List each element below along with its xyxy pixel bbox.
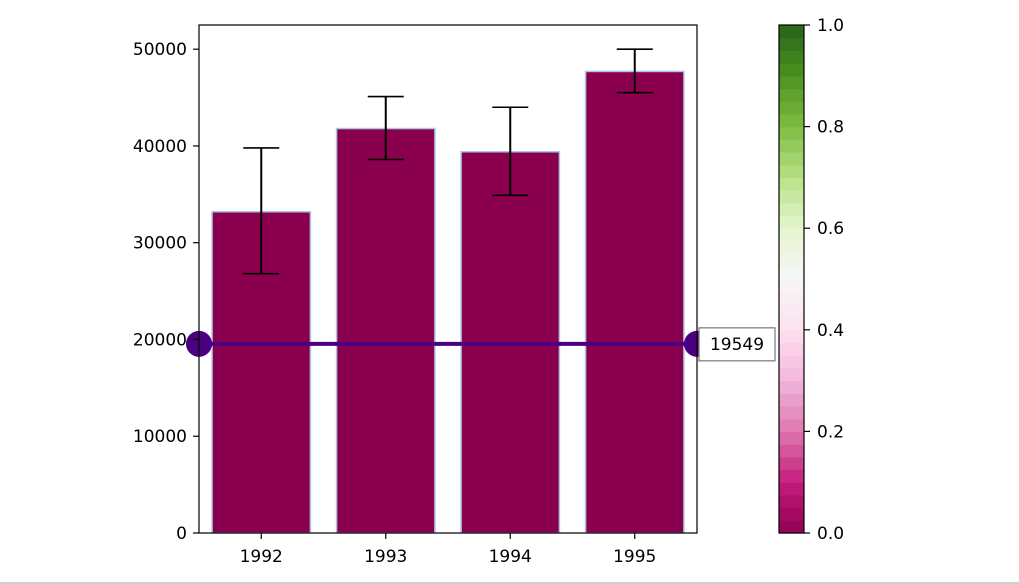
colorbar-segment bbox=[779, 456, 804, 471]
colorbar-segment bbox=[779, 469, 804, 483]
colorbar-segment bbox=[779, 329, 804, 344]
y-tick-label: 40000 bbox=[133, 137, 187, 157]
colorbar-segment bbox=[779, 190, 804, 204]
colorbar-segment bbox=[779, 342, 804, 356]
colorbar-segment bbox=[779, 177, 804, 191]
colorbar-segment bbox=[779, 152, 804, 166]
reference-label-box bbox=[698, 327, 776, 362]
x-axis: 1992 1993 1994 1995 bbox=[240, 533, 656, 567]
colorbar-frame bbox=[778, 24, 805, 534]
colorbar-segment bbox=[779, 25, 804, 39]
colorbar: 0.0 0.2 0.4 0.6 0.8 1.0 bbox=[778, 16, 844, 544]
colorbar-segment bbox=[779, 367, 804, 382]
colorbar-segment bbox=[779, 50, 804, 64]
colorbar-segment bbox=[779, 418, 804, 432]
colorbar-segment bbox=[779, 279, 804, 293]
colorbar-segment bbox=[779, 431, 804, 445]
colorbar-segment bbox=[779, 164, 804, 178]
error-bar-1992 bbox=[243, 147, 280, 275]
error-bar-1993 bbox=[367, 95, 404, 161]
colorbar-segment bbox=[779, 266, 804, 280]
x-tick-label: 1994 bbox=[489, 547, 532, 567]
bars-layer bbox=[211, 70, 685, 534]
colorbar-segment bbox=[779, 507, 804, 521]
colorbar-segment bbox=[779, 101, 804, 115]
colorbar-segment bbox=[779, 75, 804, 90]
colorbar-segment bbox=[779, 393, 804, 407]
y-tick-label: 10000 bbox=[133, 427, 187, 447]
colorbar-tick-label: 0.4 bbox=[817, 321, 844, 341]
x-tick-label: 1993 bbox=[364, 547, 407, 567]
colorbar-segment bbox=[779, 482, 804, 496]
colorbar-segment bbox=[779, 113, 804, 128]
colorbar-segment bbox=[779, 215, 804, 229]
colorbar-segment bbox=[779, 240, 804, 255]
colorbar-segment bbox=[779, 355, 804, 369]
window-bottom-border bbox=[0, 582, 1019, 584]
y-axis: 0 10000 20000 30000 40000 50000 bbox=[133, 40, 199, 544]
colorbar-segment bbox=[779, 494, 804, 509]
colorbar-segment bbox=[779, 291, 804, 305]
plot-frame bbox=[198, 24, 698, 534]
colorbar-segment bbox=[779, 126, 804, 140]
colorbar-segment bbox=[779, 37, 804, 51]
colorbar-segment bbox=[779, 317, 804, 331]
colorbar-tick-label: 0.8 bbox=[817, 118, 844, 138]
colorbar-segment bbox=[779, 304, 804, 318]
colorbar-segment bbox=[779, 253, 804, 267]
colorbar-tick-label: 0.0 bbox=[817, 524, 844, 544]
y-tick-label: 30000 bbox=[133, 234, 187, 254]
error-bar-1994 bbox=[492, 106, 529, 197]
colorbar-segment bbox=[779, 444, 804, 458]
reference-label: 19549 bbox=[710, 335, 764, 355]
bar-1995 bbox=[584, 70, 685, 534]
y-tick-label: 20000 bbox=[133, 330, 187, 350]
colorbar-tick-label: 0.2 bbox=[817, 422, 844, 442]
y-tick-label: 50000 bbox=[133, 40, 187, 60]
x-tick-label: 1995 bbox=[613, 547, 656, 567]
bar-1993 bbox=[335, 127, 436, 534]
colorbar-segment bbox=[779, 380, 804, 394]
colorbar-segment bbox=[779, 520, 804, 534]
colorbar-segment bbox=[779, 88, 804, 102]
colorbar-segment bbox=[779, 202, 804, 217]
error-bar-1995 bbox=[616, 48, 653, 94]
y-tick-label: 0 bbox=[176, 524, 187, 544]
colorbar-segment bbox=[779, 139, 804, 153]
colorbar-segment bbox=[779, 63, 804, 77]
colorbar-segment bbox=[779, 406, 804, 420]
colorbar-tick-label: 0.6 bbox=[817, 219, 844, 239]
error-bars-layer bbox=[243, 48, 653, 275]
colorbar-segment bbox=[779, 228, 804, 242]
x-tick-label: 1992 bbox=[240, 547, 283, 567]
colorbar-tick-label: 1.0 bbox=[817, 16, 844, 36]
